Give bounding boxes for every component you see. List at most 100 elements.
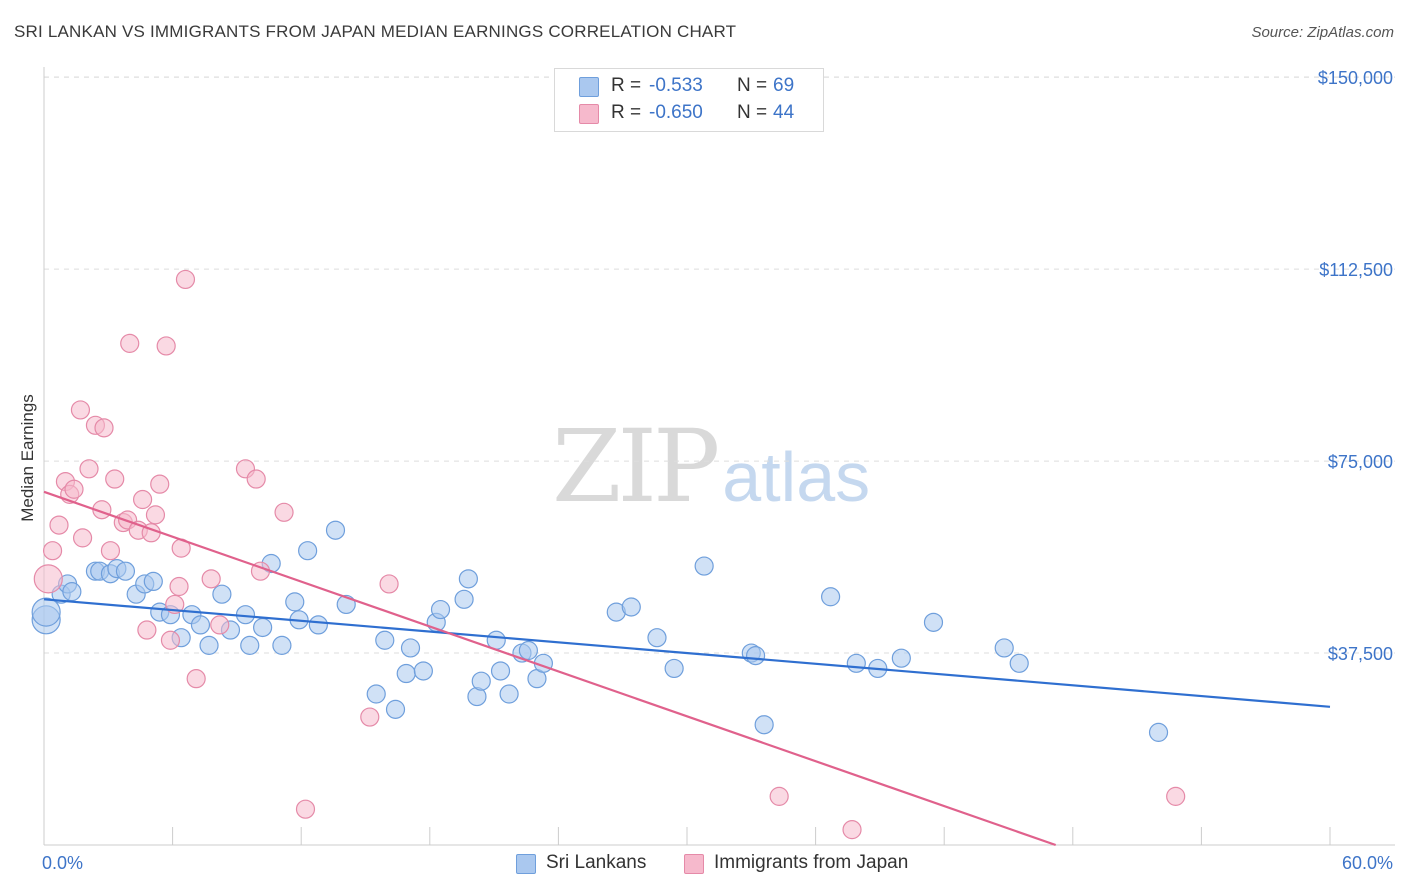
point-sri-lankans: [454, 589, 474, 609]
point-japan: [49, 515, 69, 535]
point-japan: [94, 418, 114, 438]
grid-lines: [44, 76, 1395, 654]
point-sri-lankans: [499, 684, 519, 704]
point-sri-lankans: [471, 671, 491, 691]
y-tick-label: $75,000: [1328, 452, 1393, 472]
trend-line-japan: [43, 490, 1057, 847]
x-tick-label: 0.0%: [42, 853, 83, 873]
point-japan: [145, 505, 166, 525]
point-sri-lankans: [891, 648, 911, 668]
point-sri-lankans: [490, 661, 511, 681]
point-sri-lankans: [518, 640, 538, 661]
point-japan: [295, 799, 316, 819]
n-label: N =: [737, 102, 768, 123]
point-japan: [156, 336, 176, 356]
r-label: R =: [611, 102, 642, 123]
point-japan: [201, 569, 221, 589]
point-sri-lankans: [694, 556, 714, 576]
r-value: -0.650: [649, 102, 703, 123]
point-sri-lankans: [115, 561, 136, 581]
point-japan: [160, 630, 181, 650]
stats-swatch-pink: [579, 104, 599, 124]
point-japan: [186, 669, 206, 689]
stats-swatch-blue: [579, 77, 599, 97]
point-sri-lankans: [396, 663, 416, 684]
n-label: N =: [737, 75, 768, 96]
y-tick-label: $37,500: [1328, 644, 1393, 664]
point-japan: [360, 707, 380, 727]
point-japan: [79, 459, 99, 479]
point-japan: [769, 786, 789, 806]
point-sri-lankans: [846, 653, 866, 673]
r-value: -0.533: [649, 75, 703, 96]
source-credit: Source: ZipAtlas.com: [1251, 24, 1394, 41]
point-sri-lankans: [458, 569, 478, 589]
point-japan: [379, 574, 399, 594]
axes: [43, 67, 1395, 846]
point-japan: [246, 469, 266, 489]
trend-line-sri-lankans: [43, 598, 1331, 708]
point-japan: [274, 502, 294, 522]
point-sri-lankans: [923, 612, 944, 632]
point-japan: [210, 615, 230, 635]
point-sri-lankans: [199, 635, 219, 655]
y-tick-labels: $37,500 $75,000 $112,500 $150,000: [1318, 68, 1393, 664]
point-sri-lankans: [621, 597, 641, 617]
point-sri-lankans: [308, 615, 328, 635]
point-sri-lankans: [664, 658, 684, 679]
point-japan: [1166, 786, 1186, 806]
point-sri-lankans: [285, 592, 305, 612]
point-japan: [70, 400, 91, 420]
point-sri-lankans: [413, 661, 433, 681]
point-sri-lankans: [62, 582, 82, 602]
point-sri-lankans: [298, 541, 318, 561]
x-tick-label: 60.0%: [1342, 853, 1393, 873]
point-sri-lankans: [754, 715, 774, 735]
point-japan: [175, 269, 196, 290]
point-japan: [169, 576, 189, 597]
trend-lines: [43, 490, 1331, 847]
point-sri-lankans: [143, 571, 163, 592]
point-japan: [150, 474, 170, 494]
point-sri-lankans: [385, 699, 406, 719]
point-sri-lankans: [647, 628, 667, 648]
point-japan: [842, 820, 862, 840]
point-sri-lankans: [1148, 722, 1169, 742]
legend-swatch-blue: [516, 854, 536, 874]
point-japan: [64, 479, 84, 499]
point-sri-lankans: [821, 587, 841, 607]
point-sri-lankans: [325, 520, 346, 540]
y-tick-label: $112,500: [1319, 260, 1393, 280]
point-japan: [105, 469, 125, 489]
point-sri-lankans: [240, 635, 260, 655]
point-japan: [72, 528, 93, 548]
point-sri-lankans: [212, 584, 232, 604]
n-value: 69: [773, 75, 795, 96]
stats-box: R = -0.533 N = 69 R = -0.650 N = 44: [554, 68, 824, 132]
point-sri-lankans: [430, 599, 451, 620]
n-value: 44: [773, 102, 795, 123]
x-tick-labels: 0.0% 60.0%: [42, 853, 1393, 873]
point-sri-lankans: [272, 635, 292, 655]
point-sri-lankans: [253, 617, 273, 638]
point-sri-lankans: [366, 684, 386, 704]
point-sri-lankans: [745, 646, 766, 666]
point-japan: [132, 489, 153, 510]
point-japan: [100, 541, 121, 561]
point-japan: [42, 541, 63, 561]
point-sri-lankans: [375, 630, 395, 650]
point-japan: [33, 564, 63, 594]
point-sri-lankans: [994, 638, 1014, 658]
point-sri-lankans: [400, 638, 421, 658]
legend-swatch-pink: [684, 854, 704, 874]
point-japan: [120, 333, 140, 353]
point-sri-lankans: [31, 597, 61, 627]
chart-title: SRI LANKAN VS IMMIGRANTS FROM JAPAN MEDI…: [14, 22, 737, 41]
data-points: [31, 269, 1186, 840]
legend-label: Immigrants from Japan: [714, 852, 909, 873]
point-sri-lankans: [1009, 653, 1029, 673]
point-japan: [137, 620, 157, 640]
y-tick-label: $150,000: [1318, 68, 1393, 88]
point-sri-lankans: [190, 615, 211, 635]
